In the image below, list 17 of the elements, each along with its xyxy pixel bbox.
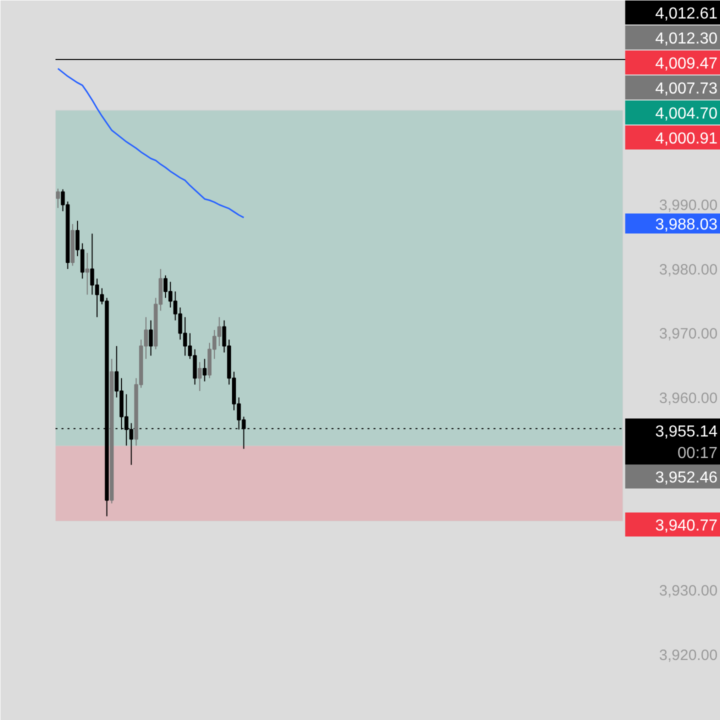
y-tick-label: 3,930.00	[659, 582, 718, 600]
annotation: 4,012.61	[655, 6, 718, 22]
annotation: 3,955.14	[655, 424, 718, 440]
y-tick-label: 3,960.00	[659, 390, 718, 407]
annotation: 4,007.73	[655, 80, 718, 98]
annotation: 4,012.30	[655, 30, 718, 48]
y-tick-label: 3,990.00	[659, 197, 718, 214]
annotation: 00:17	[678, 445, 718, 462]
y-tick-label: 3,970.00	[659, 326, 718, 343]
y-tick-label: 3,980.00	[659, 261, 718, 278]
annotation: 4,000.91	[655, 130, 718, 148]
annotation: 4,009.47	[655, 56, 718, 72]
y-tick-label: 3,920.00	[659, 646, 718, 664]
annotation: 4,004.70	[655, 106, 718, 122]
annotation: 3,940.77	[655, 518, 718, 534]
annotation: 3,988.03	[655, 216, 718, 234]
annotation: 3,952.46	[655, 470, 718, 486]
